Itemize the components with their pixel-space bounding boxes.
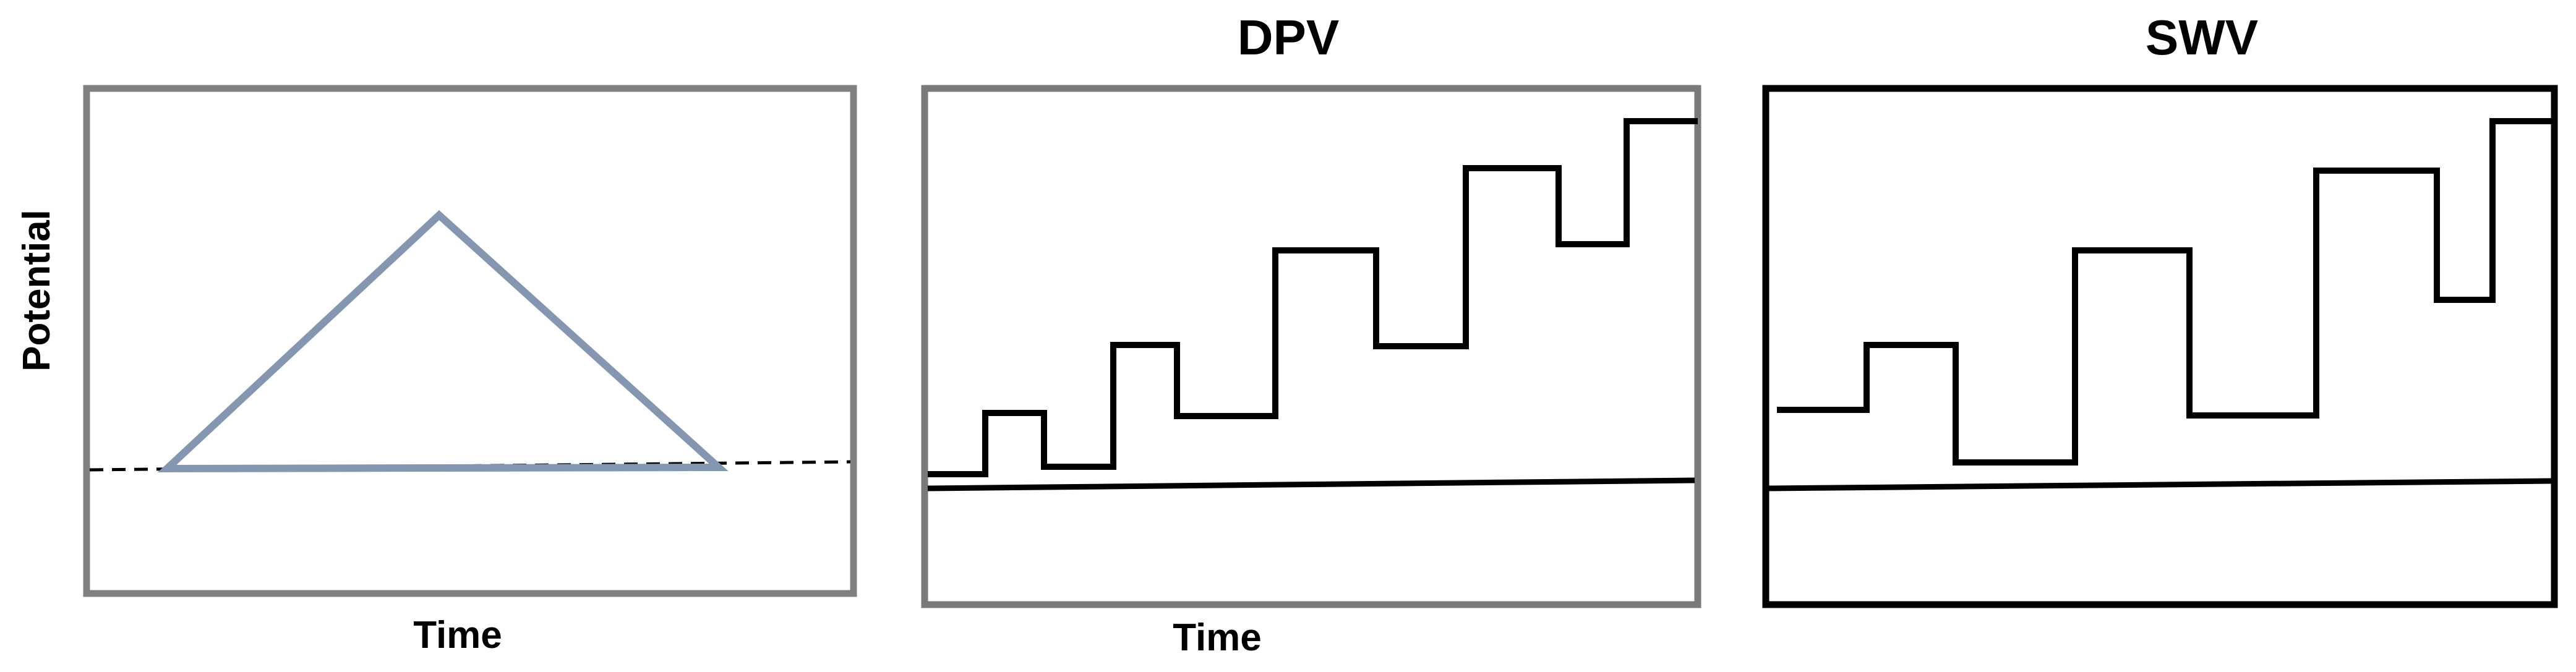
panel-swv-square-staircase [1777,118,2551,466]
panel-swv-title: SWV [2146,10,2258,65]
panel-cv: Time Potential [15,85,857,657]
panel-cv-y-label: Potential [15,210,58,372]
panel-cv-frame [83,85,857,597]
panel-dpv-frame [921,85,1701,608]
panel-dpv: DPV Time [921,10,1701,659]
panel-dpv-title: DPV [1238,10,1340,65]
panel-dpv-x-label: Time [1173,616,1262,659]
panel-swv: SWV [1762,10,2558,608]
panel-swv-frame [1762,85,2558,608]
panel-dpv-pulse-staircase [928,118,1698,477]
panel-cv-x-label: Time [413,614,502,657]
panel-dpv-baseline [927,477,1695,491]
panel-cv-triangle-waveform [157,210,729,473]
panel-swv-baseline [1768,478,2552,491]
